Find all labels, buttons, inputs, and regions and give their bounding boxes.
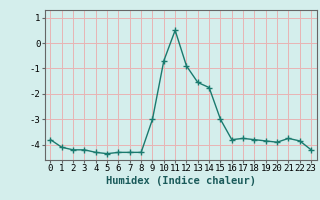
X-axis label: Humidex (Indice chaleur): Humidex (Indice chaleur) xyxy=(106,176,256,186)
